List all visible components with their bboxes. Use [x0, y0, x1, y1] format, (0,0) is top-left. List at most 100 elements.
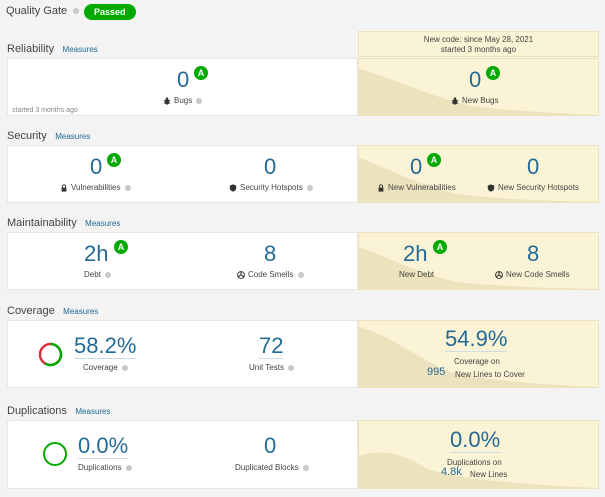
- coverage-new-code-panel: 54.9% Coverage on 995 New Lines to Cover: [358, 320, 599, 388]
- duplications-trend-chart: [359, 452, 598, 488]
- duplicated-blocks-value[interactable]: 0: [264, 433, 277, 458]
- lock-icon: [61, 184, 67, 192]
- new-debt-label: New Debt: [399, 270, 435, 279]
- coverage-trend-chart: [359, 326, 598, 387]
- bugs-label: Bugs: [163, 96, 203, 105]
- coverage-measures-link[interactable]: Measures: [63, 307, 99, 316]
- reliability-measures-link[interactable]: Measures: [62, 45, 98, 54]
- coverage-overall-panel: 58.2% Coverage 72 Unit Tests: [7, 320, 358, 388]
- maintainability-trend-chart: [359, 246, 598, 289]
- duplications-title: Duplications: [7, 405, 67, 417]
- new-code-period-text: New code: since May 28, 2021: [423, 35, 534, 44]
- reliability-new-code-panel: 0 A New Bugs: [358, 58, 599, 116]
- new-code-smells-label: New Code Smells: [495, 270, 570, 279]
- duplications-section-header: Duplications Measures: [7, 401, 111, 419]
- new-lines-to-cover-label: New Lines to Cover: [455, 370, 525, 379]
- bug-icon: [451, 97, 459, 105]
- unit-tests-value[interactable]: 72: [259, 333, 284, 359]
- info-icon[interactable]: [302, 464, 309, 471]
- duplications-new-code-panel: 0.0% Duplications on 4.8k New Lines: [358, 420, 599, 489]
- duplications-label: Duplications: [78, 463, 132, 472]
- coverage-section-header: Coverage Measures: [7, 301, 98, 319]
- quality-gate-label: Quality Gate: [6, 5, 68, 17]
- new-vulnerabilities-rating-badge[interactable]: A: [427, 153, 441, 167]
- reliability-title: Reliability: [7, 43, 55, 55]
- new-debt-value[interactable]: 2h: [403, 241, 428, 266]
- security-measures-link[interactable]: Measures: [55, 132, 91, 141]
- bugs-rating-badge[interactable]: A: [194, 66, 208, 80]
- duplications-indicator-icon: [43, 442, 67, 466]
- new-bugs-rating-badge[interactable]: A: [486, 66, 500, 80]
- security-overall-panel: 0 A Vulnerabilities 0 Security Hotspots: [7, 145, 358, 203]
- info-icon[interactable]: [125, 464, 132, 471]
- duplications-value[interactable]: 0.0%: [78, 433, 129, 459]
- security-new-code-panel: 0 A New Vulnerabilities 0 New Security H…: [358, 145, 599, 203]
- coverage-value[interactable]: 58.2%: [74, 333, 137, 359]
- new-duplications-label: Duplications on: [447, 458, 502, 467]
- security-title: Security: [7, 130, 47, 142]
- new-bugs-value[interactable]: 0: [469, 67, 482, 92]
- coverage-label: Coverage: [83, 363, 128, 372]
- code-smell-icon: [495, 270, 503, 279]
- new-debt-rating-badge[interactable]: A: [433, 240, 447, 254]
- code-smells-value[interactable]: 8: [264, 241, 277, 266]
- security-trend-chart: [359, 157, 598, 202]
- new-duplications-value[interactable]: 0.0%: [450, 427, 501, 453]
- vulnerabilities-rating-badge[interactable]: A: [107, 153, 121, 167]
- security-section-header: Security Measures: [7, 126, 90, 144]
- new-lines-label: New Lines: [470, 470, 508, 479]
- vulnerabilities-value[interactable]: 0: [90, 154, 103, 179]
- info-icon[interactable]: [73, 8, 80, 15]
- info-icon[interactable]: [306, 184, 313, 191]
- info-icon[interactable]: [288, 364, 295, 371]
- new-code-period-header: New code: since May 28, 2021 started 3 m…: [358, 31, 599, 57]
- vulnerabilities-label: Vulnerabilities: [60, 183, 131, 192]
- security-hotspots-label: Security Hotspots: [229, 183, 313, 192]
- unit-tests-label: Unit Tests: [249, 363, 295, 372]
- new-lines-to-cover-value[interactable]: 995: [427, 366, 446, 378]
- duplications-measures-link[interactable]: Measures: [75, 407, 111, 416]
- info-icon[interactable]: [105, 271, 112, 278]
- shield-icon: [487, 184, 495, 192]
- security-hotspots-value[interactable]: 0: [264, 154, 277, 179]
- reliability-overall-panel: 0 A Bugs started 3 months ago: [7, 58, 358, 116]
- bugs-value[interactable]: 0: [177, 67, 190, 92]
- debt-label: Debt: [84, 270, 112, 279]
- info-icon[interactable]: [297, 271, 304, 278]
- info-icon[interactable]: [124, 184, 131, 191]
- info-icon[interactable]: [121, 364, 128, 371]
- new-lines-value[interactable]: 4.8k: [441, 466, 462, 478]
- debt-value[interactable]: 2h: [84, 241, 109, 266]
- maintainability-measures-link[interactable]: Measures: [85, 219, 121, 228]
- duplicated-blocks-label: Duplicated Blocks: [235, 463, 309, 472]
- duplications-overall-panel: 0.0% Duplications 0 Duplicated Blocks: [7, 420, 358, 489]
- coverage-donut-chart: [38, 342, 63, 367]
- maintainability-section-header: Maintainability Measures: [7, 213, 120, 231]
- code-smell-icon: [237, 270, 245, 279]
- maintainability-title: Maintainability: [7, 217, 77, 229]
- lock-icon: [378, 184, 384, 192]
- new-code-started-text: started 3 months ago: [440, 45, 517, 54]
- new-coverage-value[interactable]: 54.9%: [445, 326, 508, 352]
- new-vulnerabilities-label: New Vulnerabilities: [377, 183, 456, 192]
- debt-rating-badge[interactable]: A: [114, 240, 128, 254]
- code-smells-label: Code Smells: [237, 270, 304, 279]
- new-security-hotspots-label: New Security Hotspots: [487, 183, 579, 192]
- reliability-started-text: started 3 months ago: [12, 107, 78, 114]
- new-coverage-label: Coverage on: [454, 357, 500, 366]
- reliability-section-header: Reliability Measures: [7, 39, 98, 57]
- new-vulnerabilities-value[interactable]: 0: [410, 154, 423, 179]
- quality-gate-status-badge: Passed: [84, 4, 136, 20]
- new-security-hotspots-value[interactable]: 0: [527, 154, 540, 179]
- shield-icon: [229, 184, 237, 192]
- coverage-title: Coverage: [7, 305, 55, 317]
- new-bugs-label: New Bugs: [451, 96, 498, 105]
- coverage-donut-covered: [38, 342, 63, 367]
- new-code-smells-value[interactable]: 8: [527, 241, 540, 266]
- new-bugs-trend-chart: [359, 68, 598, 115]
- maintainability-overall-panel: 2h A Debt 8 Code Smells: [7, 232, 358, 290]
- info-icon[interactable]: [196, 97, 203, 104]
- bug-icon: [163, 97, 171, 105]
- quality-gate-title: Quality Gate: [6, 5, 80, 17]
- maintainability-new-code-panel: 2h A New Debt 8 New Code Smells: [358, 232, 599, 290]
